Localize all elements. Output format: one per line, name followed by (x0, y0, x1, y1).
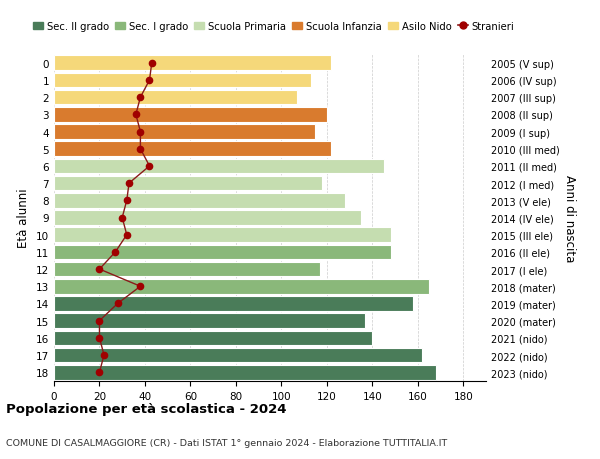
Bar (54, 56, 331, 71)
Bar (54, 176, 322, 191)
Text: COMUNE DI CASALMAGGIORE (CR) - Dati ISTAT 1° gennaio 2024 - Elaborazione TUTTITA: COMUNE DI CASALMAGGIORE (CR) - Dati ISTA… (6, 438, 447, 448)
Text: Popolazione per età scolastica - 2024: Popolazione per età scolastica - 2024 (6, 403, 287, 415)
Bar (54, 73, 311, 88)
Bar (54, 262, 320, 277)
Bar (54, 297, 413, 311)
Bar (54, 142, 331, 157)
Bar (54, 331, 373, 345)
Bar (54, 125, 316, 140)
Bar (54, 280, 429, 294)
Bar (54, 348, 422, 363)
Y-axis label: Anni di nascita: Anni di nascita (563, 174, 576, 262)
Bar (54, 159, 383, 174)
Bar (54, 194, 345, 208)
Bar (54, 245, 391, 260)
Legend: Sec. II grado, Sec. I grado, Scuola Primaria, Scuola Infanzia, Asilo Nido, Stran: Sec. II grado, Sec. I grado, Scuola Prim… (29, 18, 518, 36)
Y-axis label: Età alunni: Età alunni (17, 188, 31, 248)
Bar (54, 365, 436, 380)
Bar (54, 108, 327, 123)
Bar (54, 228, 391, 242)
Bar (54, 313, 365, 328)
Bar (54, 211, 361, 225)
Bar (54, 91, 297, 105)
